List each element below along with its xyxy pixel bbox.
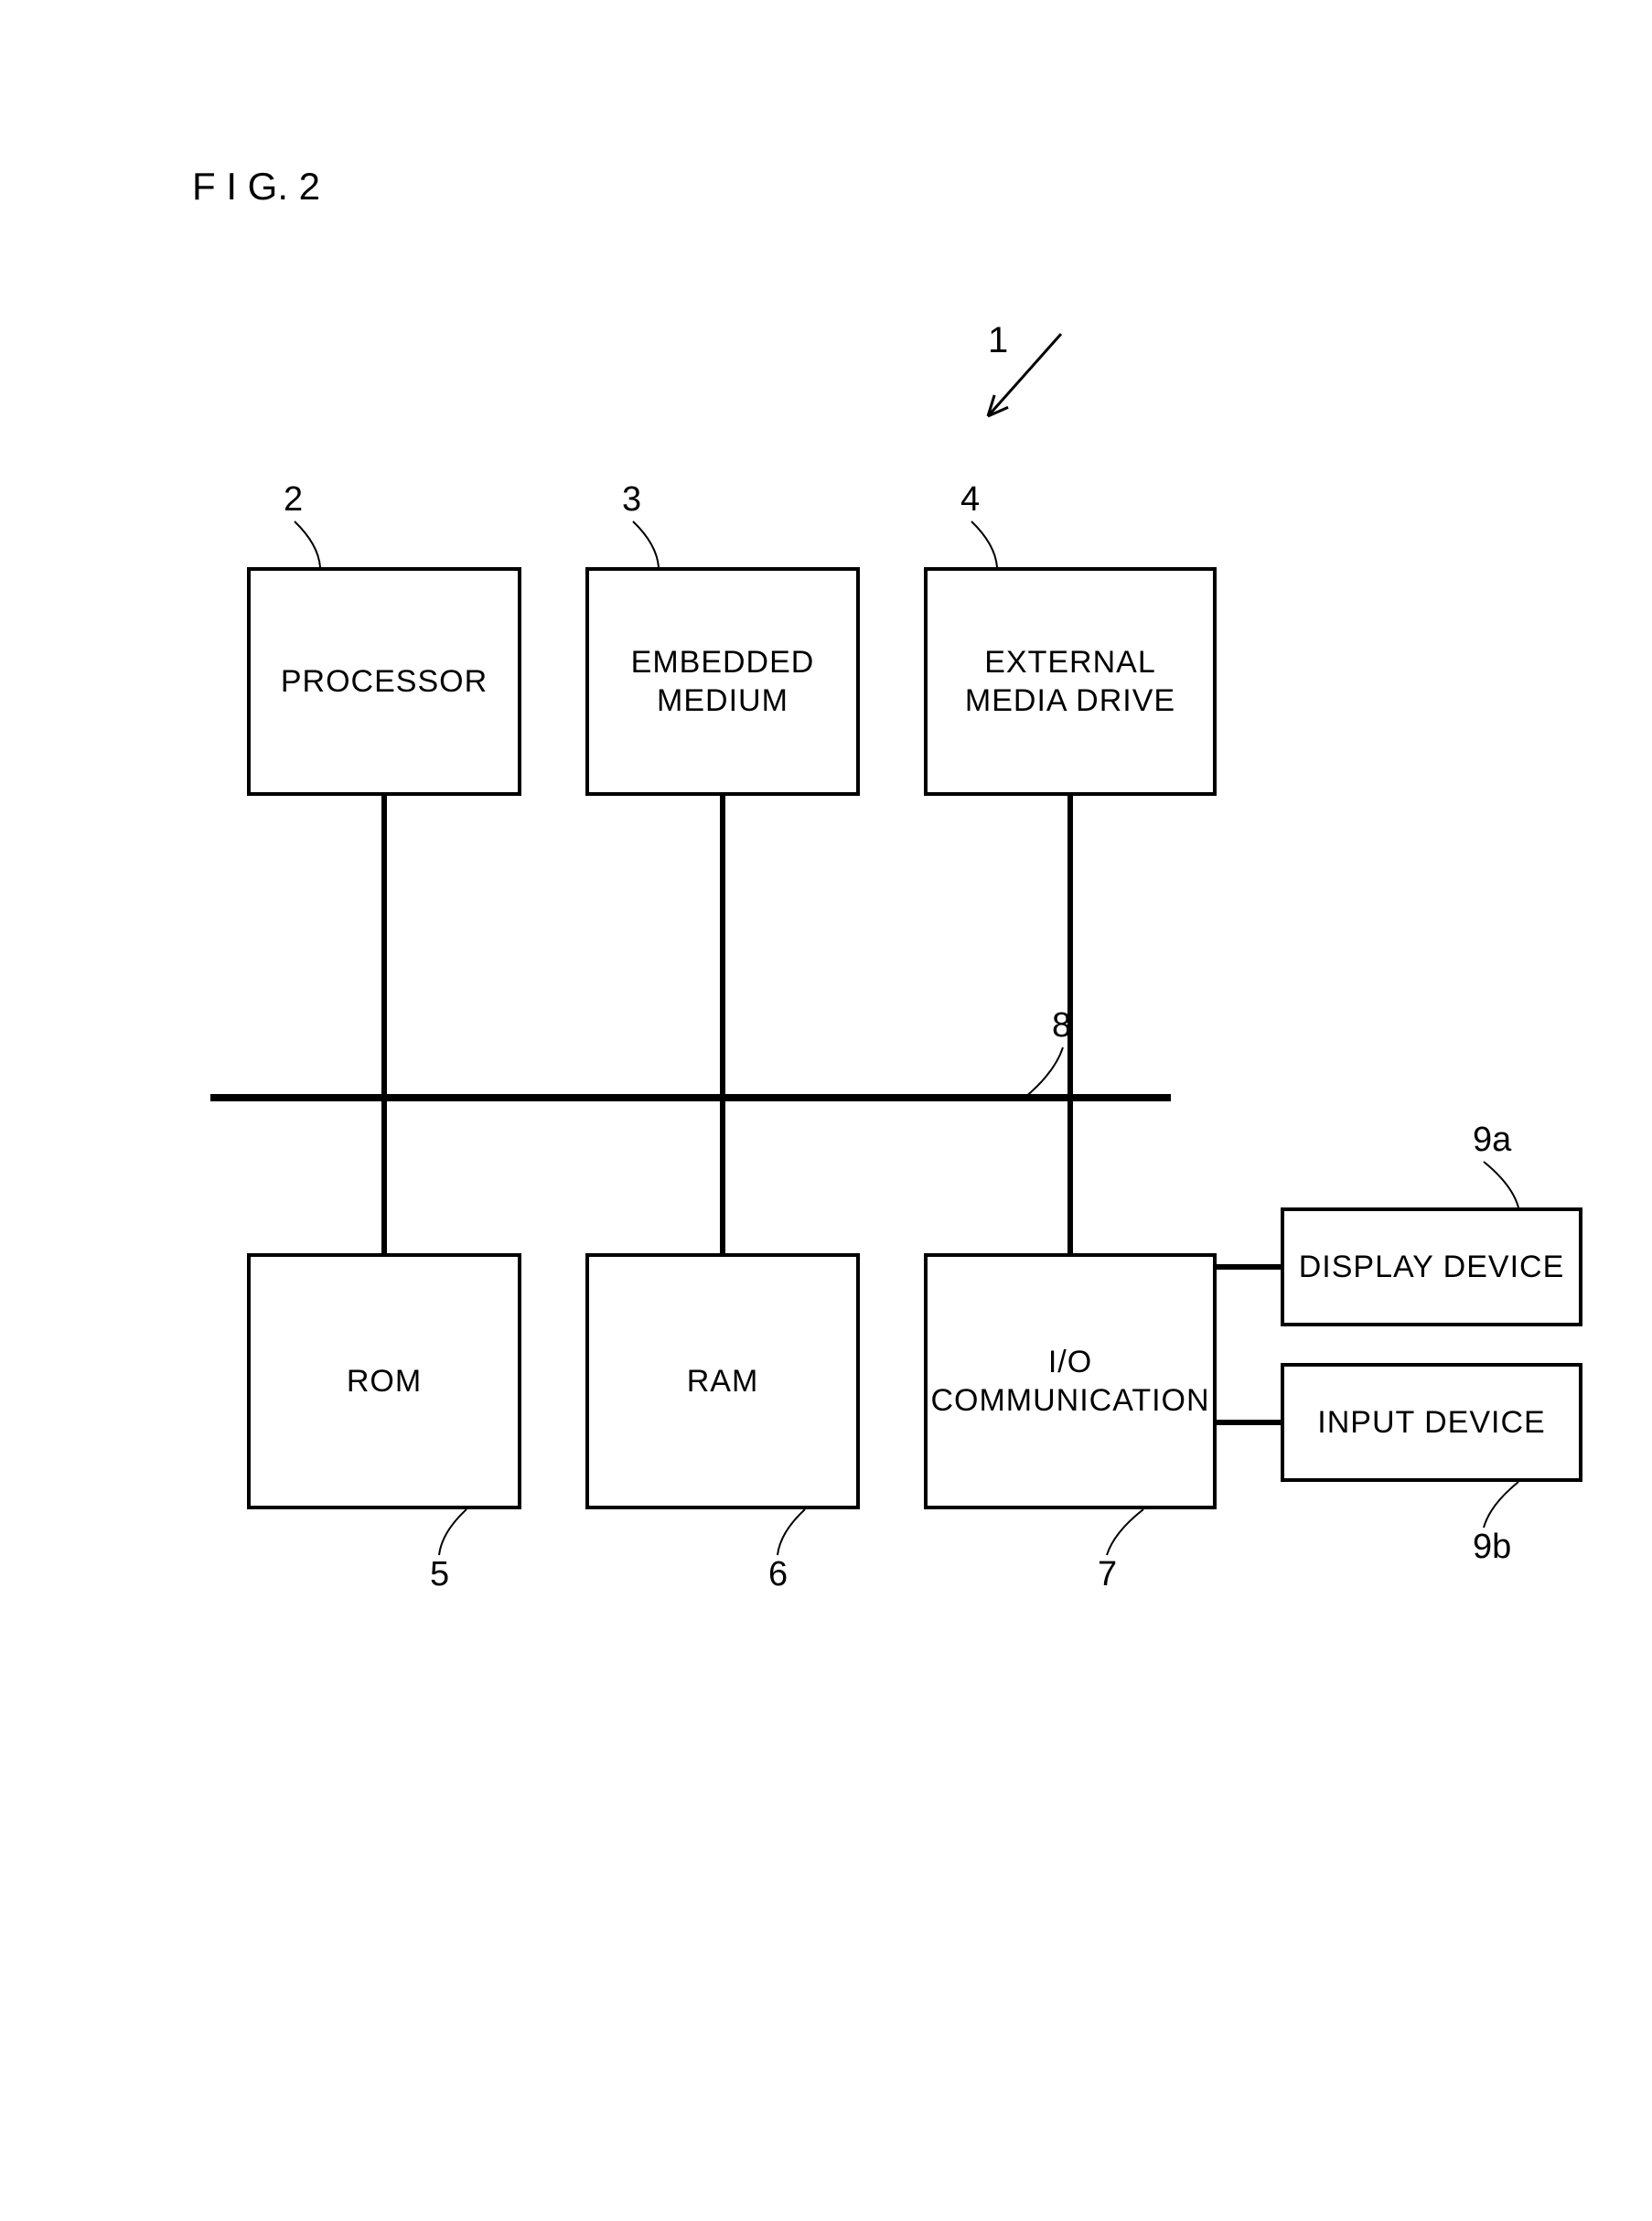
ram-bus-connector bbox=[720, 1098, 725, 1253]
processor-bus-connector bbox=[381, 796, 387, 1098]
rom-bus-connector bbox=[381, 1098, 387, 1253]
io-display-connector bbox=[1217, 1264, 1281, 1270]
iocomm-bus-connector bbox=[1067, 1098, 1073, 1253]
io-input-connector bbox=[1217, 1420, 1281, 1425]
extmedia-bus-connector bbox=[1067, 796, 1073, 1098]
input-leader bbox=[0, 0, 1652, 2221]
embedded-bus-connector bbox=[720, 796, 725, 1098]
diagram-stage: F I G. 2 1 8 PROCESSOR 2 EMBEDDEDMEDIUM … bbox=[0, 0, 1652, 2221]
